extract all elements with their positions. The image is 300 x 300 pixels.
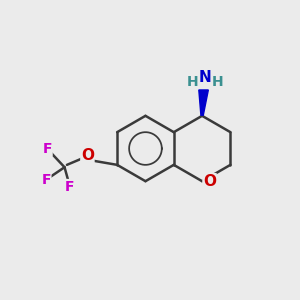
Text: H: H (212, 75, 223, 89)
Text: N: N (198, 70, 211, 85)
Text: O: O (81, 148, 94, 164)
Text: F: F (41, 173, 51, 187)
Polygon shape (199, 90, 208, 115)
Text: F: F (43, 142, 52, 156)
Text: F: F (65, 180, 75, 194)
Text: H: H (187, 75, 198, 89)
Text: O: O (203, 174, 216, 189)
